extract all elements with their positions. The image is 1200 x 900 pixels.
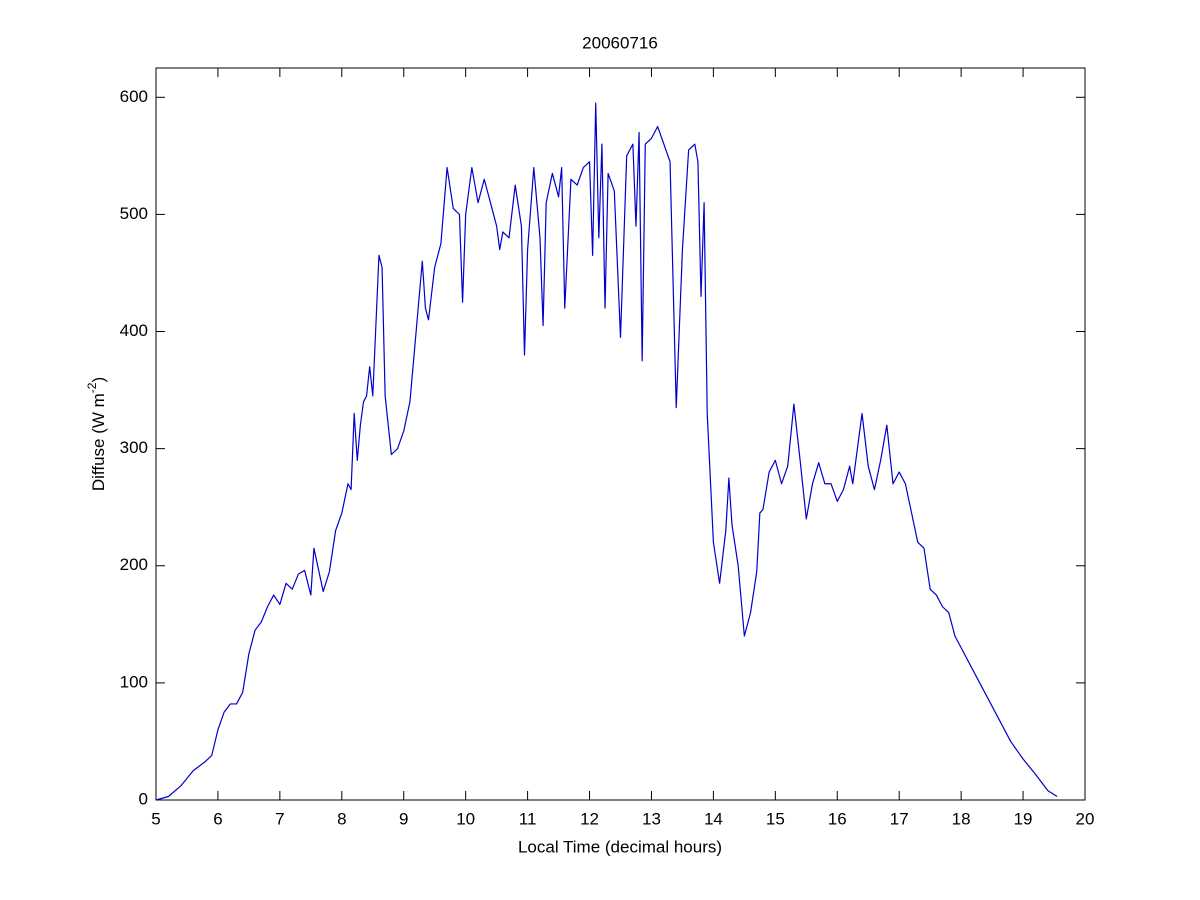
- x-tick-label: 16: [828, 809, 847, 828]
- x-tick-label: 8: [337, 809, 346, 828]
- x-tick-label: 9: [399, 809, 408, 828]
- y-axis-label-base: Diffuse (W m: [89, 393, 108, 491]
- x-tick-label: 13: [642, 809, 661, 828]
- axes-box: [155, 67, 1086, 801]
- y-tick-label: 500: [120, 204, 148, 223]
- x-tick-label: 20: [1076, 809, 1095, 828]
- x-tick-label: 7: [275, 809, 284, 828]
- chart-title: 20060716: [582, 33, 658, 52]
- x-tick-label: 10: [456, 809, 475, 828]
- x-tick-label: 11: [519, 809, 537, 828]
- x-tick-label: 14: [704, 809, 723, 828]
- x-tick-label: 18: [952, 809, 971, 828]
- y-tick-label: 0: [139, 789, 148, 808]
- y-tick-label: 400: [120, 321, 148, 340]
- y-tick-label: 200: [120, 555, 148, 574]
- x-axis-label: Local Time (decimal hours): [518, 837, 722, 856]
- y-tick-label: 300: [120, 438, 148, 457]
- y-tick-label: 600: [120, 87, 148, 106]
- data-line: [155, 102, 1058, 801]
- y-axis-label-suffix: ): [89, 377, 108, 383]
- y-axis-label-superscript: -2: [85, 382, 99, 393]
- x-tick-label: 19: [1014, 809, 1033, 828]
- y-axis-label: Diffuse (W m-2): [85, 377, 108, 491]
- x-tick-label: 6: [213, 809, 222, 828]
- x-tick-label: 5: [151, 809, 160, 828]
- x-tick-label: 12: [580, 809, 599, 828]
- y-tick-label: 100: [120, 672, 148, 691]
- x-tick-label: 17: [890, 809, 909, 828]
- x-tick-label: 15: [766, 809, 785, 828]
